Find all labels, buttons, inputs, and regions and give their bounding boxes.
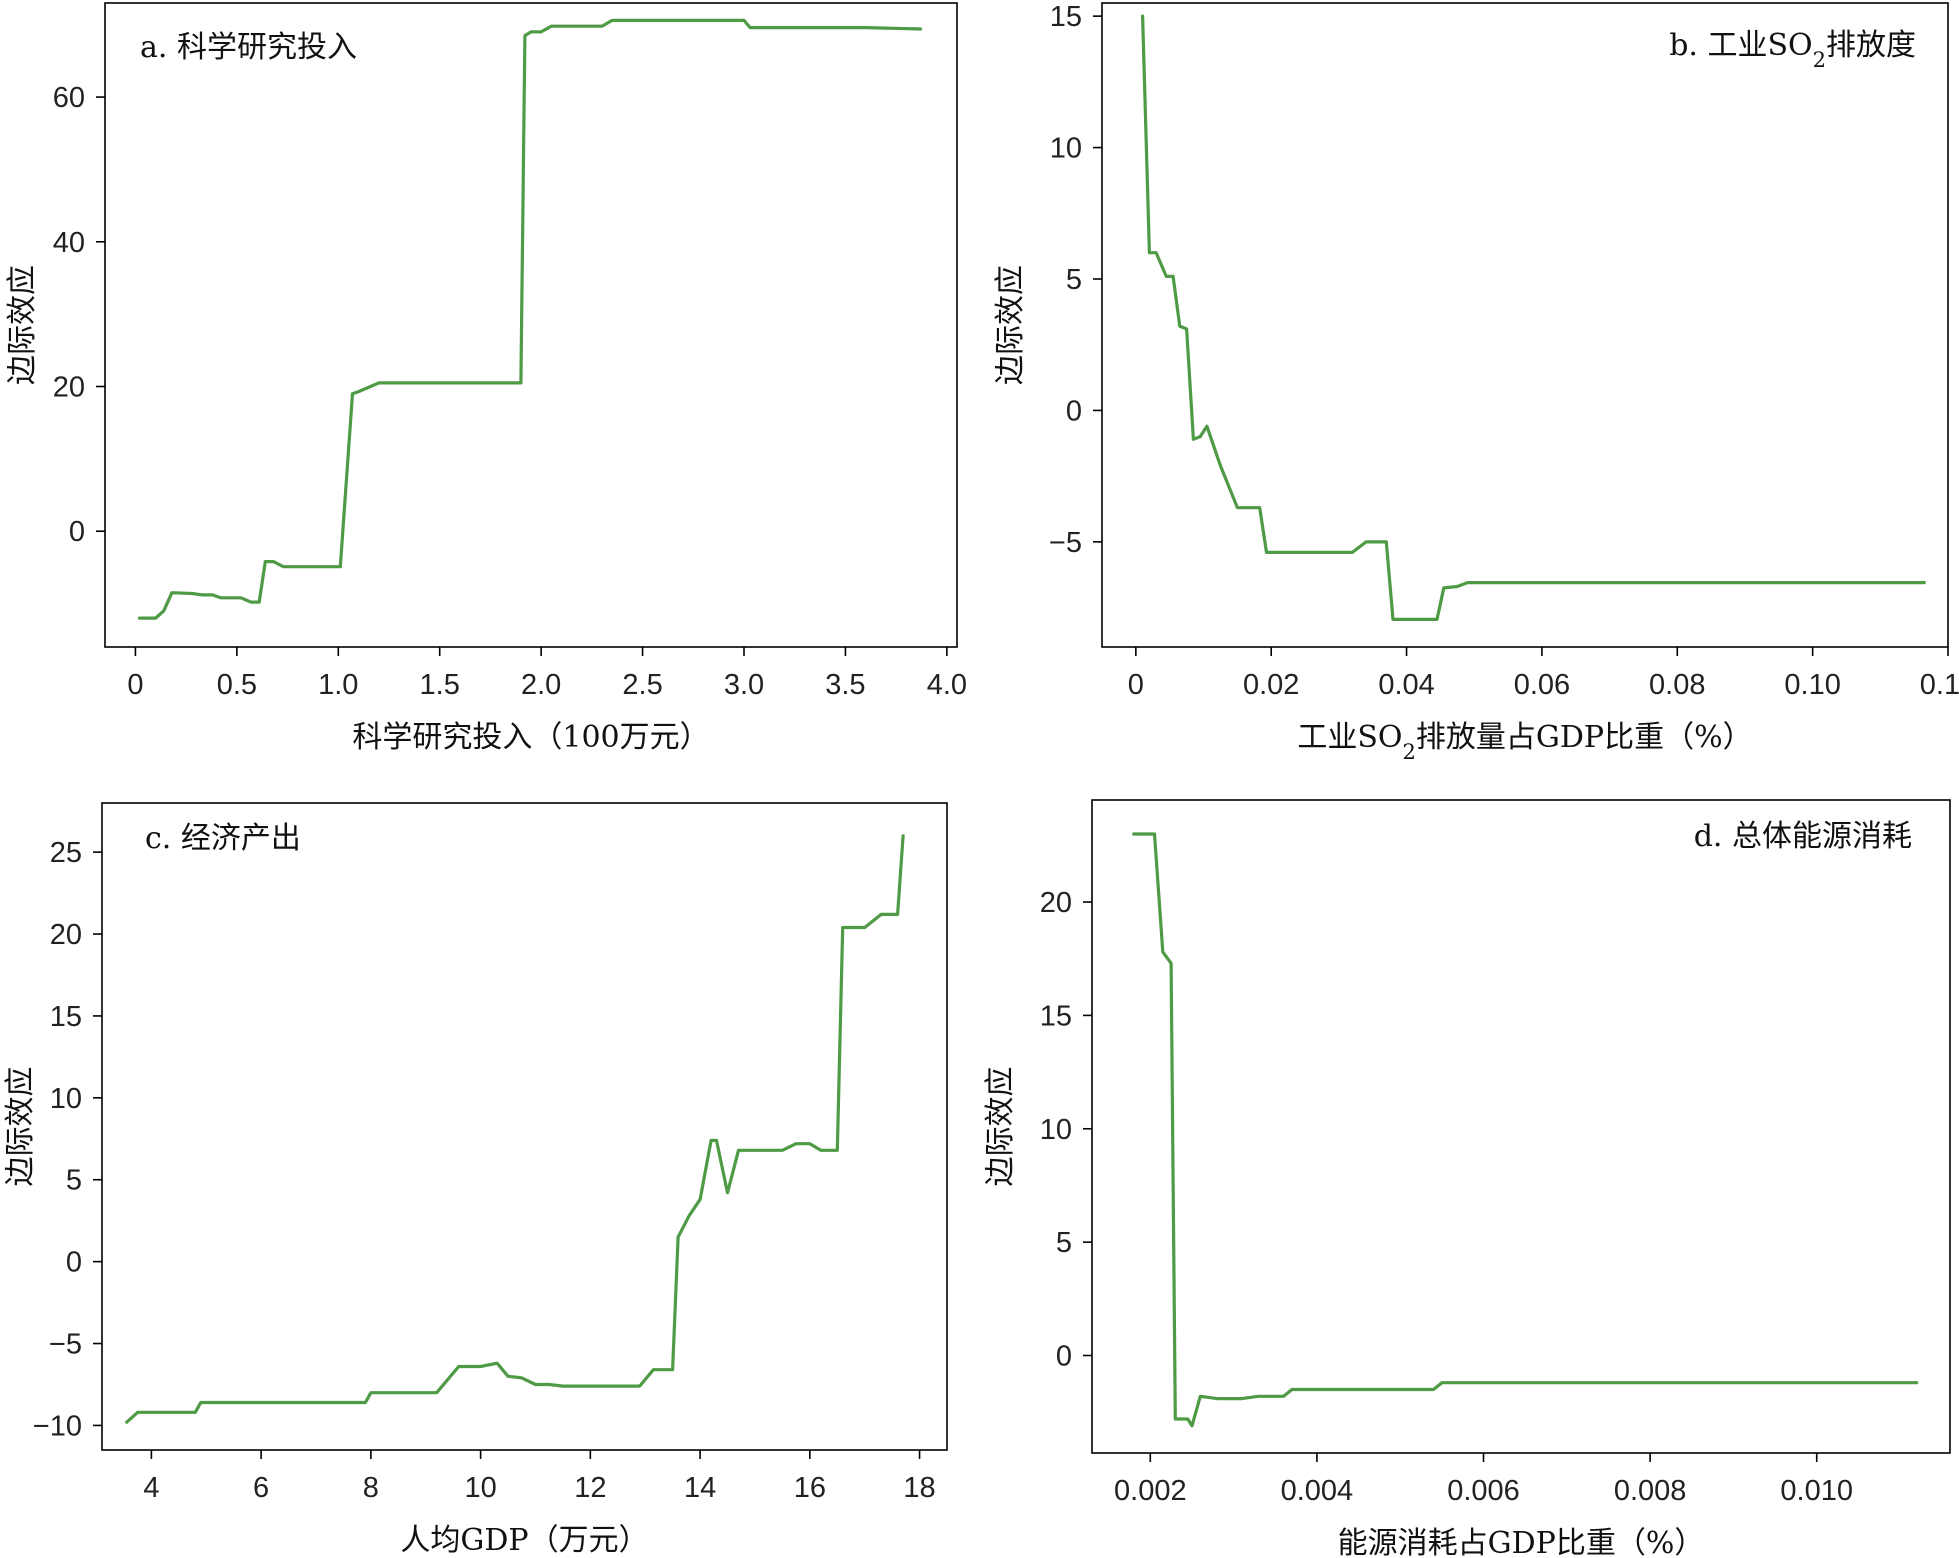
plot-frame-c (101, 802, 948, 1451)
x-axis-label-d: 能源消耗占GDP比重（%） (1338, 1526, 1705, 1558)
x-axis-label-a: 科学研究投入（100万元） (352, 720, 709, 755)
x-tick-label-b: 0.08 (1649, 669, 1705, 701)
y-axis-label-d: 边际效应 (983, 1067, 1018, 1187)
x-tick-label-a: 2.5 (622, 669, 662, 701)
y-axis-label-a: 边际效应 (5, 265, 40, 385)
panel-title-b: b. 工业SO2排放度 (1669, 28, 1916, 72)
y-tick-label-c: 10 (50, 1083, 82, 1115)
panel-title-c: c. 经济产出 (145, 821, 301, 856)
y-tick-label-c: −5 (49, 1329, 82, 1361)
y-tick-label-b: 0 (1066, 395, 1082, 427)
x-axis-label-d-part: 能源消耗占GDP比重（%） (1338, 1526, 1705, 1558)
panel-title-a: a. 科学研究投入 (140, 30, 357, 65)
panel-title-b-part: b. 工业SO (1669, 28, 1812, 63)
x-tick-label-a: 3.5 (825, 669, 865, 701)
panel-a: 0 0.5 1.0 1.5 2.0 2.5 3.0 3.5 4.0 0 20 40 60 a. 科学研究投… (5, 2, 967, 755)
y-tick-label-c: 25 (50, 837, 82, 869)
y-tick-label-b: 15 (1050, 1, 1082, 33)
x-tick-label-a: 0 (127, 669, 143, 701)
y-tick-label-a: 40 (53, 227, 85, 259)
x-tick-label-d: 0.008 (1614, 1475, 1687, 1507)
x-tick-label-a: 0.5 (217, 669, 257, 701)
series-line-d (1132, 832, 1919, 1428)
y-tick-label-d: 10 (1040, 1114, 1072, 1146)
y-tick-label-d: 15 (1040, 1000, 1072, 1032)
x-tick-label-a: 1.5 (420, 669, 460, 701)
x-axis-label-c: 人均GDP（万元） (400, 1523, 648, 1558)
x-axis-label-a-part: 科学研究投入（100万元） (352, 720, 709, 755)
y-tick-label-d: 0 (1056, 1341, 1072, 1373)
x-axis-label-b: 工业SO2排放量占GDP比重（%） (1297, 720, 1752, 764)
panel-d: 0.002 0.004 0.006 0.008 0.010 0 5 10 15 20 d. 总体能源… (983, 799, 1951, 1558)
x-tick-label-a: 4.0 (927, 669, 967, 701)
series-line-c (125, 834, 905, 1424)
x-axis-label-c-part: 人均GDP（万元） (400, 1523, 648, 1558)
y-axis-label-b: 边际效应 (993, 265, 1028, 385)
y-tick-label-d: 5 (1056, 1227, 1072, 1259)
y-tick-label-b: 5 (1066, 264, 1082, 296)
x-tick-label-a: 1.0 (318, 669, 358, 701)
x-tick-label-a: 3.0 (724, 669, 764, 701)
panel-title-d-part: d. 总体能源消耗 (1694, 819, 1912, 854)
x-tick-label-b: 0.06 (1514, 669, 1570, 701)
y-tick-label-c: 15 (50, 1001, 82, 1033)
plot-frame-d (1091, 799, 1951, 1454)
plot-frame-b (1101, 2, 1949, 648)
x-tick-label-c: 10 (464, 1472, 496, 1504)
y-tick-label-c: 20 (50, 919, 82, 951)
y-tick-label-b: −5 (1049, 527, 1082, 559)
x-tick-label-d: 0.006 (1447, 1475, 1520, 1507)
x-tick-label-c: 18 (903, 1472, 935, 1504)
y-tick-label-c: 5 (66, 1165, 82, 1197)
x-axis-label-b-part: 排放量占GDP比重（%） (1416, 720, 1753, 755)
y-tick-label-b: 10 (1050, 133, 1082, 165)
y-tick-label-a: 60 (53, 82, 85, 114)
x-tick-label-c: 16 (794, 1472, 826, 1504)
y-tick-label-a: 0 (69, 516, 85, 548)
series-line-a (137, 18, 923, 620)
x-tick-label-b: 0.10 (1784, 669, 1840, 701)
panel-title-b-part: 2 (1813, 48, 1826, 72)
x-tick-label-d: 0.004 (1281, 1475, 1354, 1507)
y-tick-label-a: 20 (53, 372, 85, 404)
y-tick-label-c: 0 (66, 1247, 82, 1279)
x-tick-label-c: 4 (143, 1472, 159, 1504)
x-tick-label-a: 2.0 (521, 669, 561, 701)
x-tick-label-d: 0.002 (1114, 1475, 1187, 1507)
panel-b: 0 0.02 0.04 0.06 0.08 0.10 0.12 −5 0 5 10 15 b. 工业SO… (993, 1, 1959, 764)
panel-c: 4 6 8 10 12 14 16 18 −10 −5 0 5 10 15 20 25 c. 经济产出人均GDP… (3, 802, 948, 1558)
x-tick-label-c: 14 (684, 1472, 716, 1504)
plot-frame-a (104, 2, 958, 648)
x-tick-label-d: 0.010 (1780, 1475, 1853, 1507)
x-tick-label-b: 0.12 (1920, 669, 1959, 701)
y-tick-label-d: 20 (1040, 887, 1072, 919)
panel-title-a-part: a. 科学研究投入 (140, 30, 357, 65)
x-tick-label-c: 6 (253, 1472, 269, 1504)
y-tick-label-c: −10 (33, 1410, 82, 1442)
panel-title-d: d. 总体能源消耗 (1694, 819, 1912, 854)
y-axis-label-c: 边际效应 (3, 1067, 38, 1187)
x-tick-label-b: 0.02 (1243, 669, 1299, 701)
x-tick-label-c: 8 (363, 1472, 379, 1504)
x-axis-label-b-part: 2 (1403, 740, 1416, 764)
panel-title-b-part: 排放度 (1826, 28, 1916, 63)
panel-title-c-part: c. 经济产出 (145, 821, 301, 856)
x-tick-label-b: 0.04 (1378, 669, 1434, 701)
x-tick-label-b: 0 (1128, 669, 1144, 701)
x-tick-label-c: 12 (574, 1472, 606, 1504)
x-axis-label-b-part: 工业SO (1297, 720, 1402, 755)
series-line-b (1140, 14, 1926, 622)
